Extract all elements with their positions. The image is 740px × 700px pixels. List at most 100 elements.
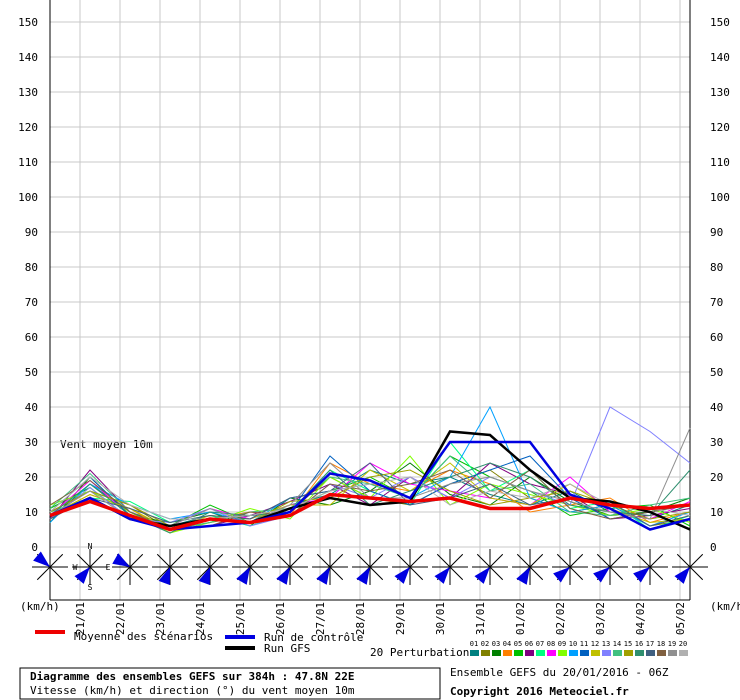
annotation: Vent moyen 10m [60,438,153,451]
x-tick-label: 02/02 [554,602,567,635]
legend-label: Run de contrôle [264,631,363,644]
legend-label: Moyenne des scénarios [74,630,213,643]
legend-swatch [580,650,589,656]
y-tick-label-right: 40 [710,401,723,414]
wind-glyph [352,549,388,585]
y-tick-label: 70 [25,296,38,309]
chart-title: Diagramme des ensembles GEFS sur 384h : … [30,670,355,683]
y-tick-label: 60 [25,331,38,344]
y-tick-label: 0 [31,541,38,554]
y-tick-label-right: 50 [710,366,723,379]
legend-swatch [657,650,666,656]
y-tick-label-right: 120 [710,121,730,134]
y-tick-label: 110 [18,156,38,169]
y-tick-label: 140 [18,51,38,64]
wind-glyph [632,549,668,585]
wind-glyph [392,549,428,585]
legend-label: Run GFS [264,642,310,655]
legend-swatch [492,650,501,656]
legend-label: 14 [613,640,621,648]
legend-label: 20 [679,640,687,648]
wind-direction [553,567,570,583]
y-tick-label: 30 [25,436,38,449]
wind-direction [394,567,410,584]
compass-label: E [106,563,111,572]
x-tick-label: 21/01 [74,602,87,635]
wind-glyph [232,549,268,585]
x-tick-label: 24/01 [194,602,207,635]
wind-direction [276,567,290,585]
legend-label: 17 [646,640,654,648]
legend-swatch [679,650,688,656]
wind-direction [633,567,650,583]
wind-direction [112,553,130,567]
x-tick-label: 26/01 [274,602,287,635]
legend-swatch [536,650,545,656]
legend-swatch [569,650,578,656]
x-tick-label: 22/01 [114,602,127,635]
wind-direction [674,567,690,584]
legend-label: 03 [492,640,500,648]
legend-label: 19 [668,640,676,648]
y-tick-label-right: 80 [710,261,723,274]
wind-direction [74,567,90,584]
x-tick-label: 28/01 [354,602,367,635]
legend-swatch [668,650,677,656]
y-tick-label: 80 [25,261,38,274]
wind-direction [474,567,490,584]
copyright: Copyright 2016 Meteociel.fr [450,685,629,698]
legend-swatch [547,650,556,656]
legend-swatch [613,650,622,656]
y-tick-label: 90 [25,226,38,239]
legend-label: 01 [470,640,478,648]
wind-glyph [472,549,508,585]
y-unit-right: (km/h) [710,600,740,613]
legend-label: 05 [514,640,522,648]
wind-glyph [672,549,708,585]
y-tick-label-right: 90 [710,226,723,239]
legend-swatch [646,650,655,656]
y-tick-label-right: 0 [710,541,717,554]
x-tick-label: 30/01 [434,602,447,635]
legend-label: 02 [481,640,489,648]
y-tick-label: 150 [18,16,38,29]
x-tick-label: 31/01 [474,602,487,635]
compass-label: N [88,542,93,551]
legend-label: 10 [569,640,577,648]
x-tick-label: 27/01 [314,602,327,635]
y-unit-left: (km/h) [20,600,60,613]
x-tick-label: 03/02 [594,602,607,635]
y-tick-label-right: 140 [710,51,730,64]
x-tick-label: 23/01 [154,602,167,635]
legend-swatch [624,650,633,656]
legend-label: 18 [657,640,665,648]
y-tick-label-right: 30 [710,436,723,449]
title-box [19,667,441,700]
wind-glyph [552,549,588,585]
compass-label: S [88,583,93,592]
legend-label: 12 [591,640,599,648]
y-tick-label-right: 110 [710,156,730,169]
y-tick-label: 40 [25,401,38,414]
run-info: Ensemble GEFS du 20/01/2016 - 06Z [450,666,669,679]
wind-glyph [592,549,628,585]
legend-label: 09 [558,640,566,648]
wind-direction [316,567,330,585]
y-tick-label: 50 [25,366,38,379]
legend-label: 08 [547,640,555,648]
wind-direction [593,567,610,583]
legend-swatch [481,650,490,656]
wind-glyph [512,549,548,585]
y-tick-label: 100 [18,191,38,204]
legend-label: 07 [536,640,544,648]
y-tick-label-right: 100 [710,191,730,204]
y-tick-label-right: 130 [710,86,730,99]
wind-direction [516,567,530,585]
wind-glyph [152,549,188,586]
x-tick-label: 04/02 [634,602,647,635]
series-line [49,476,691,520]
wind-glyph [272,549,308,585]
series-line [49,492,691,532]
